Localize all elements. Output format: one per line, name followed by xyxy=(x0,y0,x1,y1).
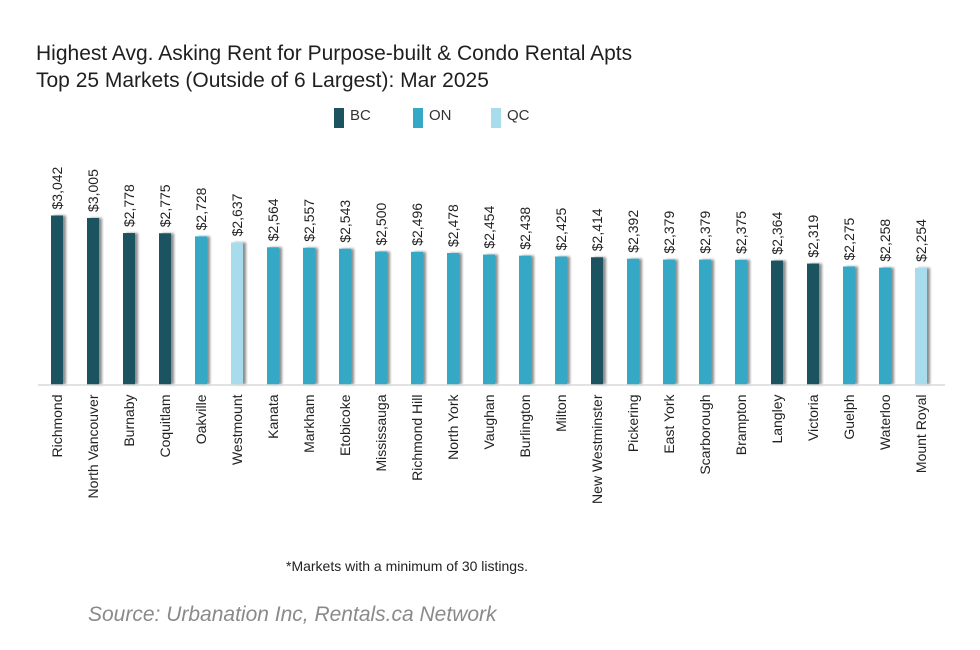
bar-brampton xyxy=(735,259,747,385)
category-label: New Westminster xyxy=(589,394,605,504)
legend-label-bc: BC xyxy=(350,107,371,124)
category-label: Pickering xyxy=(625,395,641,453)
bar-etobicoke xyxy=(339,248,351,385)
bar-vaughan xyxy=(483,254,495,385)
value-label: $2,258 xyxy=(877,219,893,262)
category-label: Scarborough xyxy=(697,395,713,475)
value-label: $2,319 xyxy=(805,215,821,258)
category-label: Etobicoke xyxy=(337,394,353,456)
category-label: Richmond xyxy=(49,395,65,458)
bar-pickering xyxy=(627,258,639,385)
category-label: Markham xyxy=(301,395,317,453)
value-label: $2,379 xyxy=(661,211,677,254)
bar-mississauga xyxy=(375,251,387,385)
category-label: Vaughan xyxy=(481,395,497,450)
category-label: North York xyxy=(445,394,461,460)
category-label: Milton xyxy=(553,395,569,432)
bar-coquitlam xyxy=(159,233,171,385)
value-label: $2,564 xyxy=(265,198,281,241)
category-label: Waterloo xyxy=(877,394,893,450)
category-label: North Vancouver xyxy=(85,394,101,498)
bar-markham xyxy=(303,247,315,385)
value-label: $2,775 xyxy=(157,184,173,227)
category-label: Westmount xyxy=(229,394,245,465)
value-label: $2,364 xyxy=(769,212,785,255)
bar-scarborough xyxy=(699,259,711,385)
value-label: $2,637 xyxy=(229,193,245,236)
value-label: $2,557 xyxy=(301,199,317,242)
value-label: $2,778 xyxy=(121,184,137,227)
bar-langley xyxy=(771,260,783,385)
category-label: Burnaby xyxy=(121,395,137,447)
legend-label-on: ON xyxy=(429,107,452,124)
value-label: $2,254 xyxy=(913,219,929,262)
legend-label-qc: QC xyxy=(507,107,530,124)
value-label: $2,500 xyxy=(373,202,389,245)
chart-title: Highest Avg. Asking Rent for Purpose-bui… xyxy=(36,40,632,94)
bar-new-westminster xyxy=(591,257,603,385)
bar-mount-royal xyxy=(915,267,927,385)
legend-swatch-bc xyxy=(334,108,344,128)
value-label: $2,728 xyxy=(193,187,209,230)
category-label: Langley xyxy=(769,395,785,444)
bar-kanata xyxy=(267,247,279,385)
category-label: Kanata xyxy=(265,394,281,439)
bar-east-york xyxy=(663,259,675,385)
legend-swatch-qc xyxy=(491,108,501,128)
category-label: Mississauga xyxy=(373,394,389,471)
legend-swatch-on xyxy=(413,108,423,128)
category-label: Guelph xyxy=(841,395,857,440)
bar-westmount xyxy=(231,242,243,385)
value-label: $2,275 xyxy=(841,217,857,260)
source-note: Source: Urbanation Inc, Rentals.ca Netwo… xyxy=(88,603,497,626)
value-label: $3,005 xyxy=(85,169,101,212)
category-label: Richmond Hill xyxy=(409,395,425,481)
chart-subtitle: Top 25 Markets (Outside of 6 Largest): M… xyxy=(36,69,489,92)
category-label: Victoria xyxy=(805,394,821,441)
category-label: East York xyxy=(661,394,677,454)
bar-oakville xyxy=(195,236,207,385)
chart-title-line-1: Highest Avg. Asking Rent for Purpose-bui… xyxy=(36,42,633,65)
value-label: $2,379 xyxy=(697,211,713,254)
bar-north-vancouver xyxy=(87,217,99,385)
value-label: $3,042 xyxy=(49,166,65,209)
value-label: $2,425 xyxy=(553,207,569,250)
bar-richmond xyxy=(51,215,63,385)
bar-victoria xyxy=(807,263,819,385)
bar-milton xyxy=(555,256,567,385)
category-label: Burlington xyxy=(517,395,533,458)
value-label: $2,454 xyxy=(481,206,497,249)
value-label: $2,414 xyxy=(589,208,605,251)
value-label: $2,496 xyxy=(409,203,425,246)
category-label: Brampton xyxy=(733,395,749,456)
category-label: Mount Royal xyxy=(913,395,929,474)
bar-burnaby xyxy=(123,233,135,385)
category-label: Coquitlam xyxy=(157,395,173,458)
value-label: $2,375 xyxy=(733,211,749,254)
bar-richmond-hill xyxy=(411,251,423,385)
footnote: *Markets with a minimum of 30 listings. xyxy=(286,558,528,574)
value-label: $2,392 xyxy=(625,210,641,253)
bar-guelph xyxy=(843,266,855,385)
value-label: $2,438 xyxy=(517,207,533,250)
bar-waterloo xyxy=(879,267,891,385)
value-label: $2,543 xyxy=(337,200,353,243)
category-label: Oakville xyxy=(193,394,209,444)
bar-north-york xyxy=(447,252,459,385)
value-label: $2,478 xyxy=(445,204,461,247)
bar-burlington xyxy=(519,255,531,385)
